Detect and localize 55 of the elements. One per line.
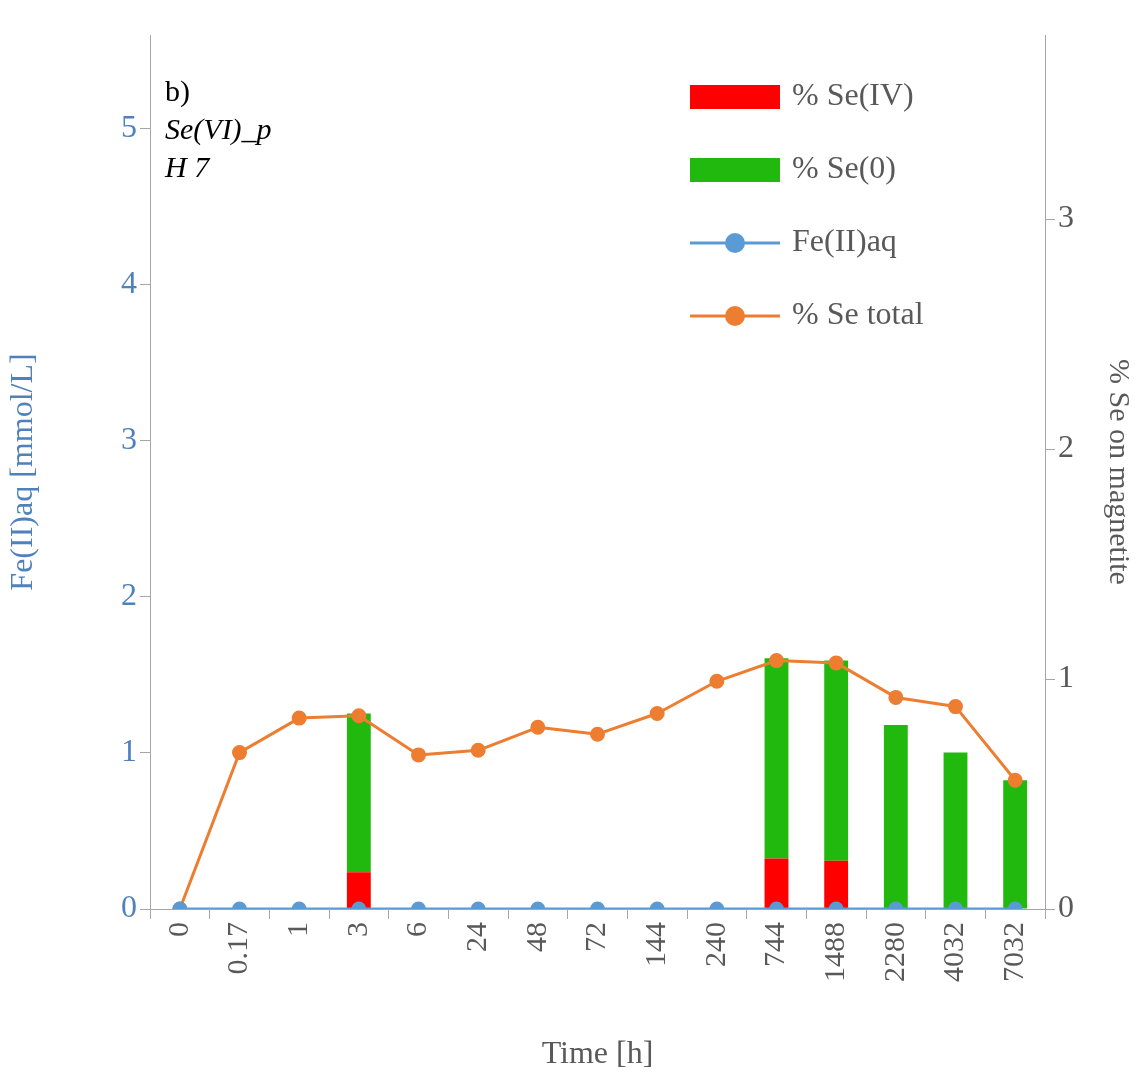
point xyxy=(291,710,307,726)
x-tick-label: 0.17 xyxy=(220,922,254,975)
x-tick-label: 1 xyxy=(280,922,314,937)
legend-label: % Se total xyxy=(792,295,924,332)
y2-axis-title: % Se on magnetite xyxy=(1104,359,1138,585)
y-tick-label: 4 xyxy=(121,264,137,301)
y-tick-label: 1 xyxy=(121,732,137,769)
bar xyxy=(943,752,968,909)
point xyxy=(1007,772,1023,788)
y2-tick-label: 2 xyxy=(1058,428,1074,465)
x-tick-label: 0 xyxy=(160,922,194,937)
point xyxy=(351,708,367,724)
point xyxy=(709,673,725,689)
bar xyxy=(764,658,789,859)
bar xyxy=(764,858,789,909)
point xyxy=(649,706,665,721)
point xyxy=(470,742,486,758)
y2-tick-label: 3 xyxy=(1058,198,1074,235)
x-tick-label: 48 xyxy=(518,922,552,952)
point xyxy=(888,689,904,705)
point xyxy=(828,655,844,671)
legend-label: Fe(II)aq xyxy=(792,222,897,259)
annotation: Se(VI)_p xyxy=(165,111,272,147)
y-tick-label: 3 xyxy=(121,420,137,457)
point xyxy=(769,653,784,669)
point xyxy=(948,699,963,715)
x-tick-label: 4032 xyxy=(936,922,970,982)
x-tick-label: 6 xyxy=(399,922,433,937)
y-tick-label: 2 xyxy=(121,576,137,613)
bar xyxy=(824,660,849,861)
legend-label: % Se(0) xyxy=(792,149,896,186)
point xyxy=(411,747,426,763)
x-tick-label: 744 xyxy=(757,922,791,967)
x-tick-label: 240 xyxy=(697,922,731,967)
point xyxy=(530,719,546,735)
y2-tick-label: 1 xyxy=(1058,658,1074,695)
legend-label: % Se(IV) xyxy=(792,76,914,113)
x-axis-title: Time [h] xyxy=(541,1034,654,1071)
x-tick-label: 7032 xyxy=(996,922,1030,982)
bar xyxy=(883,725,908,909)
x-tick-label: 2280 xyxy=(876,922,910,982)
x-tick-label: 1488 xyxy=(817,922,851,982)
x-tick-label: 24 xyxy=(459,922,493,952)
x-tick-label: 3 xyxy=(339,922,373,937)
bar xyxy=(1003,780,1028,909)
bar xyxy=(824,860,849,909)
point xyxy=(590,726,605,742)
annotation: H 7 xyxy=(165,149,212,185)
annotation: b) xyxy=(165,73,191,109)
x-tick-label: 72 xyxy=(578,922,612,952)
x-tick-label: 144 xyxy=(638,922,672,967)
bar xyxy=(346,713,371,873)
point xyxy=(232,745,247,761)
y-axis-title: Fe(II)aq [mmol/L] xyxy=(2,353,39,591)
y-tick-label: 5 xyxy=(121,108,137,145)
